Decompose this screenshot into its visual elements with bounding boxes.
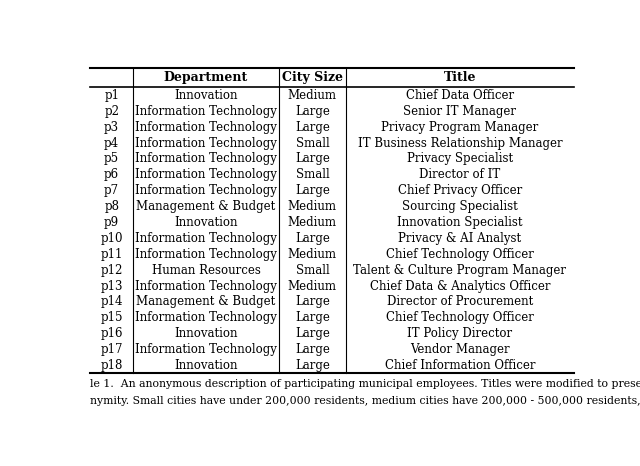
Text: p4: p4 (104, 137, 119, 150)
Text: Director of IT: Director of IT (419, 168, 500, 181)
Text: Information Technology: Information Technology (135, 184, 277, 197)
Text: p15: p15 (100, 311, 123, 324)
Text: le 1.  An anonymous description of participating municipal employees. Titles wer: le 1. An anonymous description of partic… (90, 379, 640, 389)
Text: p5: p5 (104, 152, 119, 165)
Text: Privacy Program Manager: Privacy Program Manager (381, 121, 538, 134)
Text: nymity. Small cities have under 200,000 residents, medium cities have 200,000 - : nymity. Small cities have under 200,000 … (90, 396, 640, 406)
Text: Information Technology: Information Technology (135, 343, 277, 356)
Text: Innovation: Innovation (174, 216, 237, 229)
Text: p16: p16 (100, 327, 123, 340)
Text: p18: p18 (100, 359, 123, 372)
Text: Information Technology: Information Technology (135, 280, 277, 293)
Text: Information Technology: Information Technology (135, 105, 277, 118)
Text: p7: p7 (104, 184, 119, 197)
Text: p8: p8 (104, 200, 119, 213)
Text: Innovation: Innovation (174, 359, 237, 372)
Text: Large: Large (295, 359, 330, 372)
Text: Vendor Manager: Vendor Manager (410, 343, 509, 356)
Text: Large: Large (295, 343, 330, 356)
Text: Large: Large (295, 152, 330, 165)
Text: Human Resources: Human Resources (152, 264, 260, 277)
Text: Chief Data & Analytics Officer: Chief Data & Analytics Officer (370, 280, 550, 293)
Text: Privacy Specialist: Privacy Specialist (407, 152, 513, 165)
Text: p11: p11 (100, 248, 123, 261)
Text: IT Business Relationship Manager: IT Business Relationship Manager (358, 137, 562, 150)
Text: p6: p6 (104, 168, 119, 181)
Text: p1: p1 (104, 89, 119, 102)
Text: Large: Large (295, 105, 330, 118)
Text: Chief Information Officer: Chief Information Officer (385, 359, 535, 372)
Text: Chief Data Officer: Chief Data Officer (406, 89, 514, 102)
Text: p14: p14 (100, 295, 123, 308)
Text: Medium: Medium (288, 216, 337, 229)
Text: Chief Privacy Officer: Chief Privacy Officer (397, 184, 522, 197)
Text: Medium: Medium (288, 280, 337, 293)
Text: IT Policy Director: IT Policy Director (407, 327, 513, 340)
Text: Information Technology: Information Technology (135, 248, 277, 261)
Text: p13: p13 (100, 280, 123, 293)
Text: Information Technology: Information Technology (135, 311, 277, 324)
Text: Management & Budget: Management & Budget (136, 200, 276, 213)
Text: City Size: City Size (282, 71, 343, 84)
Text: Sourcing Specialist: Sourcing Specialist (402, 200, 518, 213)
Text: Innovation: Innovation (174, 327, 237, 340)
Text: Small: Small (296, 264, 329, 277)
Text: Chief Technology Officer: Chief Technology Officer (386, 311, 534, 324)
Text: p17: p17 (100, 343, 123, 356)
Text: Large: Large (295, 295, 330, 308)
Text: Large: Large (295, 327, 330, 340)
Text: Information Technology: Information Technology (135, 152, 277, 165)
Text: Title: Title (444, 71, 476, 84)
Text: p12: p12 (100, 264, 123, 277)
Text: Information Technology: Information Technology (135, 232, 277, 245)
Text: Information Technology: Information Technology (135, 168, 277, 181)
Text: p9: p9 (104, 216, 119, 229)
Text: p2: p2 (104, 105, 119, 118)
Text: Medium: Medium (288, 200, 337, 213)
Text: Management & Budget: Management & Budget (136, 295, 276, 308)
Text: Senior IT Manager: Senior IT Manager (403, 105, 516, 118)
Text: Information Technology: Information Technology (135, 121, 277, 134)
Text: Medium: Medium (288, 248, 337, 261)
Text: Information Technology: Information Technology (135, 137, 277, 150)
Text: p3: p3 (104, 121, 119, 134)
Text: Small: Small (296, 137, 329, 150)
Text: Talent & Culture Program Manager: Talent & Culture Program Manager (353, 264, 566, 277)
Text: Medium: Medium (288, 89, 337, 102)
Text: Large: Large (295, 232, 330, 245)
Text: Large: Large (295, 121, 330, 134)
Text: Large: Large (295, 311, 330, 324)
Text: p10: p10 (100, 232, 123, 245)
Text: Department: Department (164, 71, 248, 84)
Text: Innovation Specialist: Innovation Specialist (397, 216, 523, 229)
Text: Director of Procurement: Director of Procurement (387, 295, 533, 308)
Text: Chief Technology Officer: Chief Technology Officer (386, 248, 534, 261)
Text: Small: Small (296, 168, 329, 181)
Text: Large: Large (295, 184, 330, 197)
Text: Innovation: Innovation (174, 89, 237, 102)
Text: Privacy & AI Analyst: Privacy & AI Analyst (398, 232, 522, 245)
